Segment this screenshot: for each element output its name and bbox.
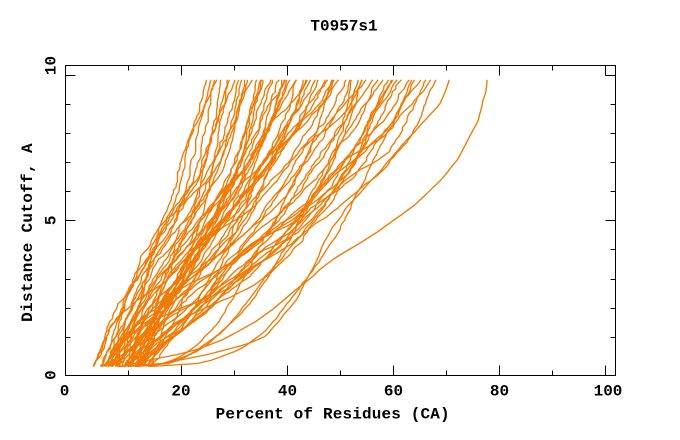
svg-text:5: 5 — [43, 215, 61, 225]
svg-text:10: 10 — [43, 56, 61, 75]
svg-text:40: 40 — [278, 383, 297, 401]
svg-text:80: 80 — [490, 383, 509, 401]
svg-text:Distance Cutoff, A: Distance Cutoff, A — [19, 143, 37, 322]
svg-text:60: 60 — [384, 383, 403, 401]
svg-text:0: 0 — [43, 370, 61, 380]
svg-text:100: 100 — [594, 383, 623, 401]
svg-text:T0957s1: T0957s1 — [310, 18, 377, 36]
svg-text:0: 0 — [60, 383, 70, 401]
svg-text:Percent of Residues (CA): Percent of Residues (CA) — [216, 406, 450, 424]
svg-text:20: 20 — [171, 383, 190, 401]
